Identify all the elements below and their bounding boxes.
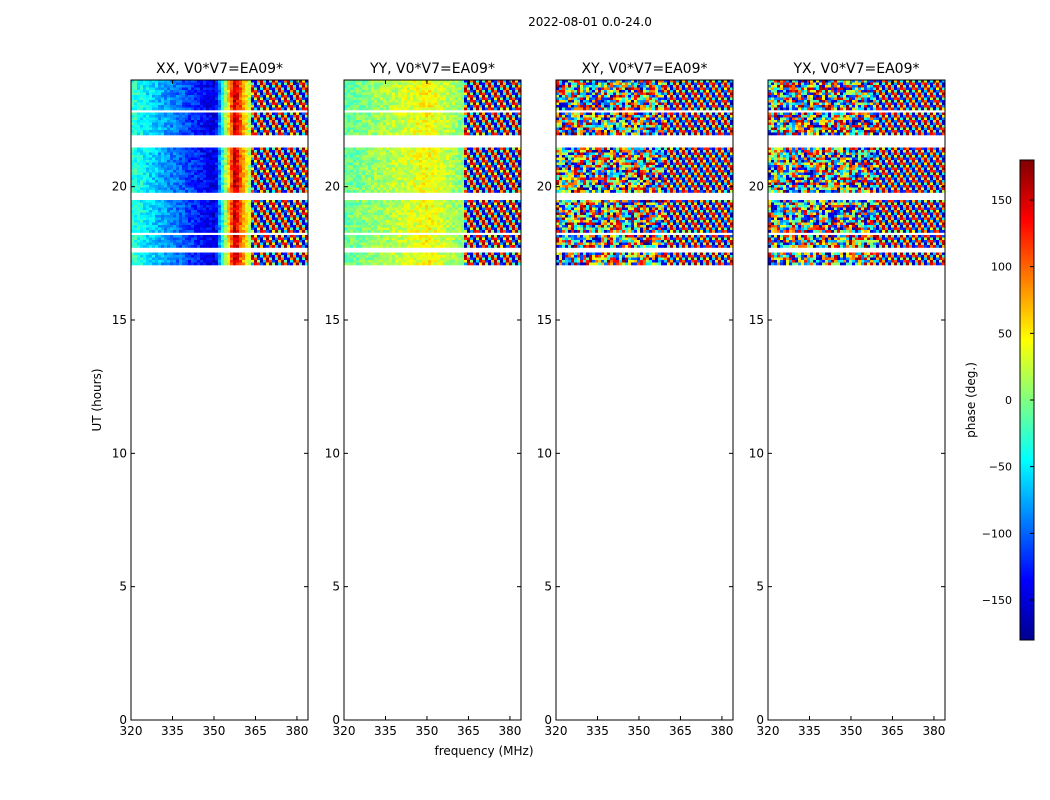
x-tick-label: 365 (669, 724, 692, 738)
x-tick-label: 365 (244, 724, 267, 738)
y-tick-label: 5 (544, 580, 552, 594)
x-tick-label: 335 (798, 724, 821, 738)
x-tick-label: 320 (757, 724, 780, 738)
colorbar-tick-label: 150 (991, 194, 1012, 207)
panel-xy: XY, V0*V7=EA09* 320 335 350 365 380 0 5 10 15 20 (537, 61, 734, 738)
panel-title: XY, V0*V7=EA09* (582, 61, 708, 77)
y-tick-label: 10 (749, 446, 764, 460)
colorbar-tick-label: −50 (989, 461, 1012, 474)
colorbar-tick-label: −100 (982, 527, 1012, 540)
panel-yx: YX, V0*V7=EA09* 320 335 350 365 380 0 5 10 15 20 (749, 61, 946, 738)
x-tick-label: 380 (498, 724, 521, 738)
panel-heatmap (768, 80, 946, 266)
colorbar-tick-label: 50 (998, 327, 1012, 340)
y-tick-label: 0 (119, 713, 127, 727)
x-tick-label: 350 (840, 724, 863, 738)
x-tick-label: 380 (922, 724, 945, 738)
y-axis-label: UT (hours) (90, 368, 104, 431)
y-tick-label: 10 (537, 446, 552, 460)
colorbar-tick-label: 0 (1005, 394, 1012, 407)
panel-title: XX, V0*V7=EA09* (156, 61, 283, 77)
y-tick-label: 0 (544, 713, 552, 727)
panels-group: XX, V0*V7=EA09*320 335 350 365 38005101520YY… (112, 61, 946, 738)
panel-yy: YY, V0*V7=EA09* 320 335 350 365 380 0 5 10 15 20 (325, 61, 522, 738)
panel-heatmap (131, 80, 309, 266)
y-tick-label: 10 (112, 446, 127, 460)
x-tick-label: 320 (545, 724, 568, 738)
x-tick-label: 365 (881, 724, 904, 738)
panel-frame (555, 79, 734, 721)
x-tick-label: 350 (416, 724, 439, 738)
colorbar: −150 −100 −50 0 50 100 150 (982, 159, 1035, 641)
y-tick-label: 15 (537, 313, 552, 327)
colorbar-tick-label: 100 (991, 261, 1012, 274)
x-tick-label: 320 (333, 724, 356, 738)
y-tick-label: 10 (325, 446, 340, 460)
colorbar-label: phase (deg.) (964, 362, 978, 438)
x-tick-label: 380 (710, 724, 733, 738)
panel-heatmap (556, 80, 734, 266)
y-tick-label: 5 (332, 580, 340, 594)
x-tick-label: 335 (374, 724, 397, 738)
y-tick-label: 20 (537, 180, 552, 194)
y-tick-label: 15 (749, 313, 764, 327)
colorbar-tick-label: −150 (982, 594, 1012, 607)
x-tick-label: 335 (161, 724, 184, 738)
panel-frame (343, 79, 522, 721)
panel-heatmap (344, 80, 522, 266)
panel-title: YX, V0*V7=EA09* (793, 61, 920, 77)
x-tick-label: 365 (457, 724, 480, 738)
y-tick-label: 0 (756, 713, 764, 727)
y-tick-label: 5 (119, 580, 127, 594)
y-tick-label: 20 (112, 180, 127, 194)
x-tick-label: 335 (586, 724, 609, 738)
x-tick-label: 380 (285, 724, 308, 738)
panel-frame (767, 79, 946, 721)
x-tick-label: 350 (628, 724, 651, 738)
panel-xx: XX, V0*V7=EA09* 320 335 350 365 380 0 5 10 15 20 (112, 61, 309, 738)
figure-title: 2022-08-01 0.0-24.0 (528, 15, 652, 29)
panel-title: YY, V0*V7=EA09* (369, 61, 495, 77)
y-tick-label: 15 (325, 313, 340, 327)
y-tick-label: 20 (325, 180, 340, 194)
y-tick-label: 20 (749, 180, 764, 194)
x-tick-label: 350 (203, 724, 226, 738)
y-tick-label: 15 (112, 313, 127, 327)
panel-frame (130, 79, 309, 721)
x-tick-label: 320 (120, 724, 143, 738)
x-axis-label: frequency (MHz) (434, 744, 533, 758)
y-tick-label: 0 (332, 713, 340, 727)
y-tick-label: 5 (756, 580, 764, 594)
